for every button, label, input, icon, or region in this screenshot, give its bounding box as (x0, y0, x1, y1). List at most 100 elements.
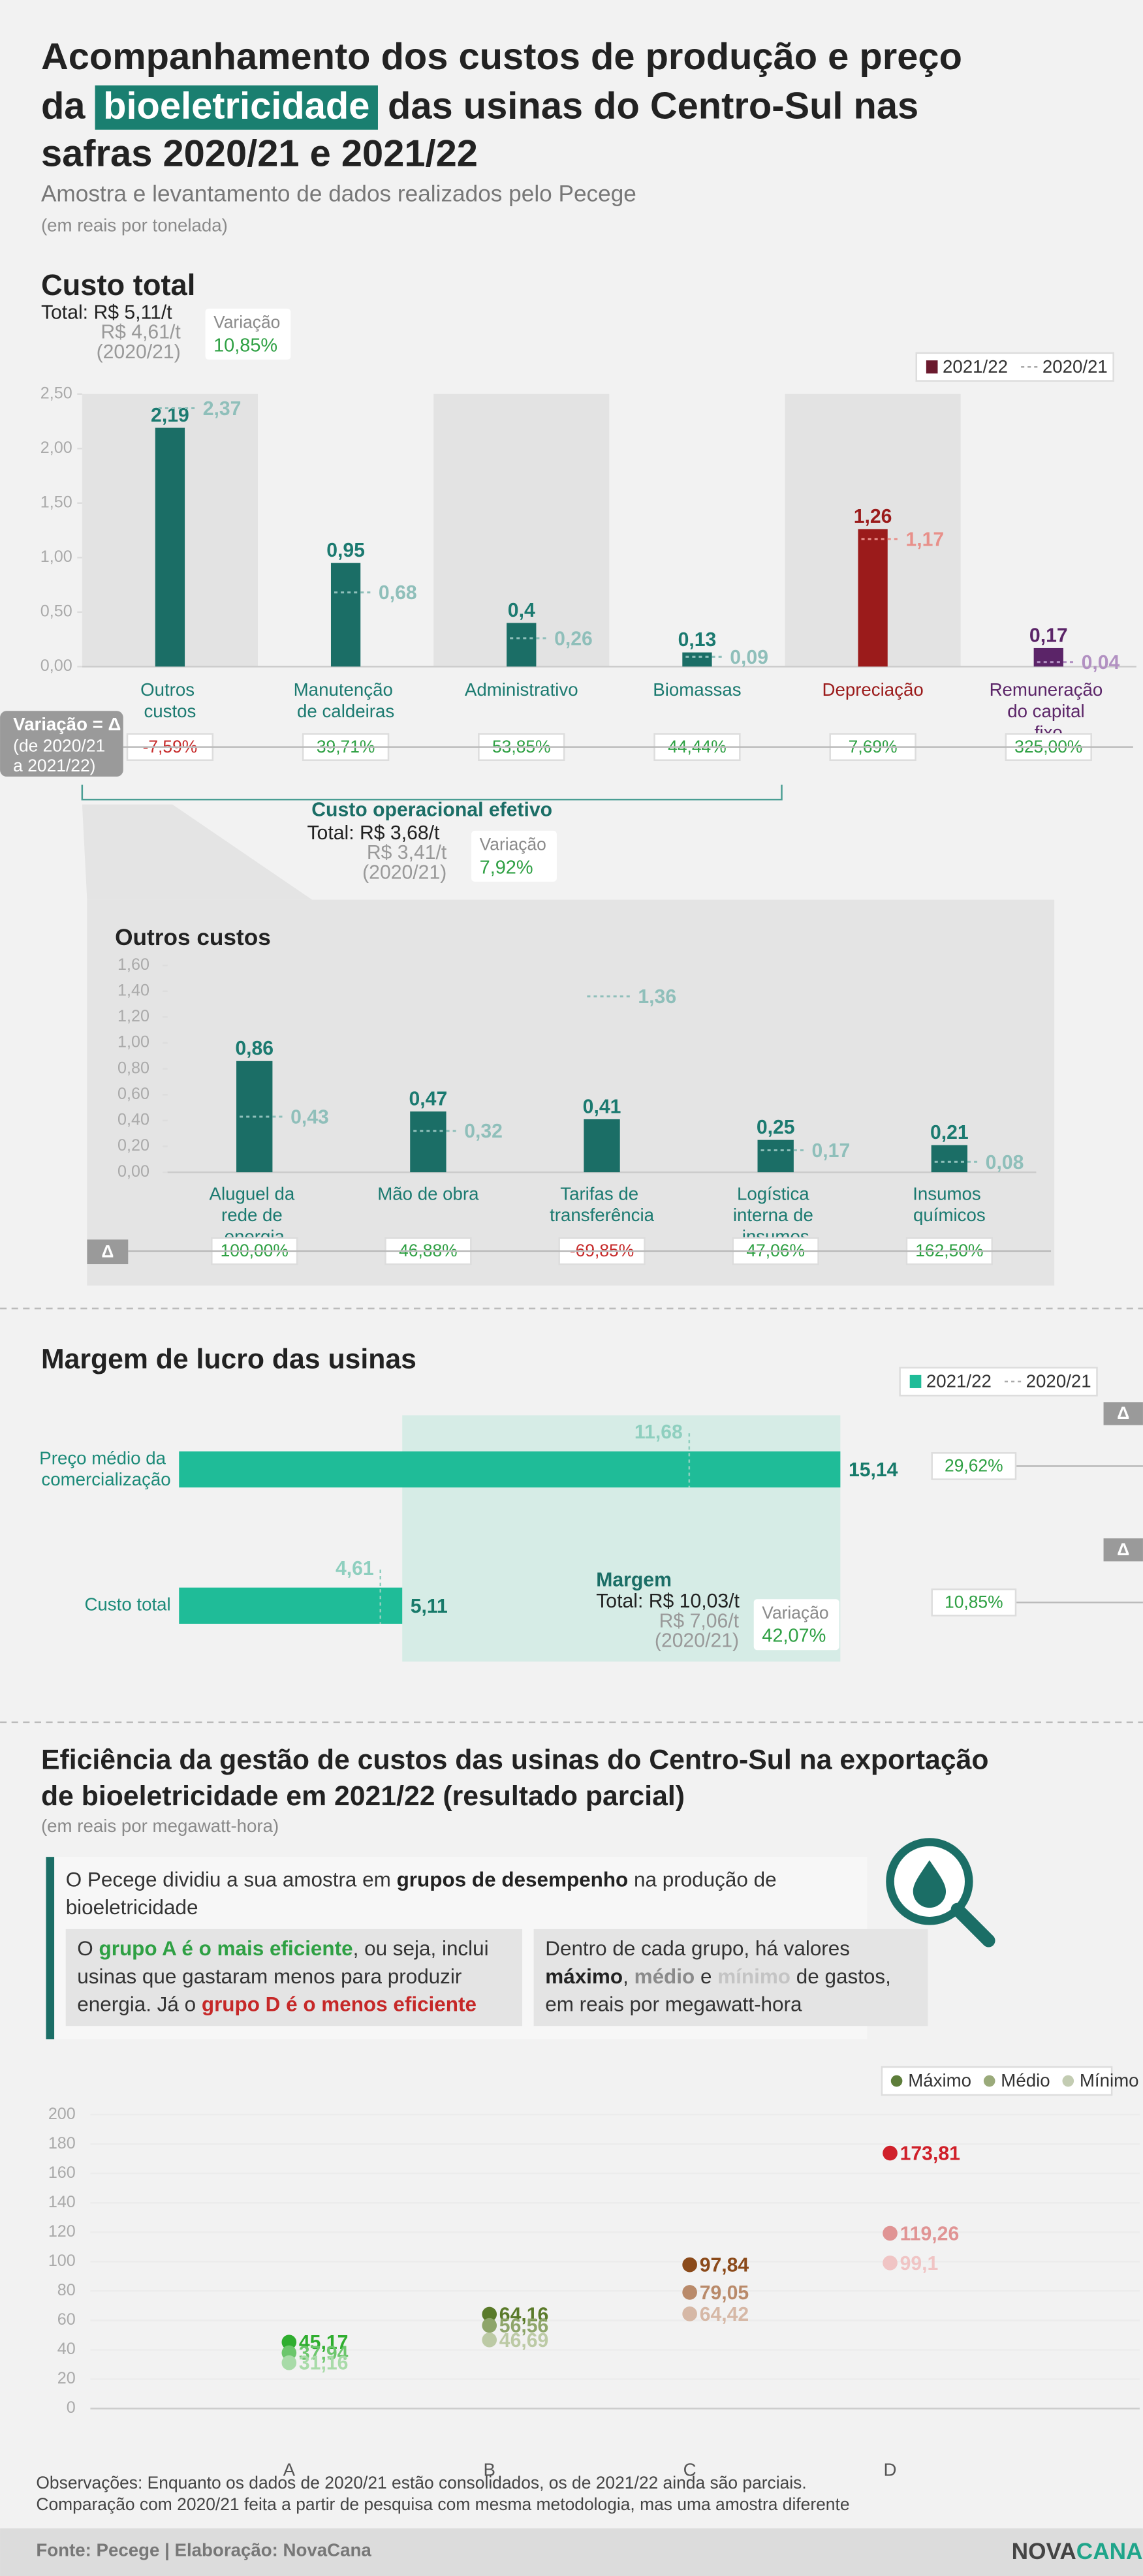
paragraph-text: Dentro de cada grupo, há valores máximo,… (545, 1936, 923, 2019)
delta-label-box (1103, 1538, 1143, 1562)
delta-box (931, 1452, 1017, 1480)
summary-previous: R$ 4,61/t (101, 322, 181, 343)
footer-source: Fonte: Pecege | Elaboração: NovaCana (36, 2540, 371, 2560)
summary-total: Total: R$ 3,68/t (307, 822, 440, 844)
text-run: Dentro de cada grupo, há valores (545, 1937, 851, 1961)
y-tick-label: 40 (57, 2340, 76, 2358)
dot (883, 2226, 898, 2241)
y-tick-label: 2,50 (40, 384, 72, 402)
bar-value-label: 5,11 (411, 1596, 448, 1617)
info-box-accent (46, 1857, 55, 2040)
previous-value-label: 0,68 (379, 582, 417, 604)
paragraph-text: O Pecege dividiu a sua amostra em grupos… (66, 1867, 813, 1923)
delta-label: Δ (1117, 1403, 1129, 1423)
bar (682, 652, 712, 667)
icon-handle (950, 1902, 995, 1948)
delta-label: Δ (1117, 1540, 1129, 1559)
dot-value-label: 119,26 (900, 2223, 960, 2244)
magnifier-icon (886, 1838, 995, 1948)
title: das usinas do Centro-Sul nas (388, 85, 918, 127)
previous-value-label: 0,09 (730, 647, 768, 668)
y-tick-label: 1,20 (117, 1007, 149, 1025)
bar (179, 1451, 841, 1488)
previous-value-label: 1,17 (905, 529, 944, 550)
previous-value-label: 0,32 (464, 1121, 503, 1142)
dot-value-label: 97,84 (700, 2255, 749, 2276)
text-run: O (77, 1937, 99, 1961)
info-subbox (533, 1929, 928, 2026)
legend-swatch (909, 1374, 922, 1388)
bar-value-label: 0,47 (409, 1088, 448, 1110)
variation-box (471, 830, 557, 882)
y-tick-label: 160 (48, 2164, 76, 2182)
variation-box (753, 1599, 839, 1651)
summary-period: (2020/21) (655, 1630, 739, 1652)
variation-value: 10,85% (213, 335, 277, 356)
text-run: grupos de desempenho (396, 1868, 629, 1891)
previous-value-label: 11,68 (634, 1421, 683, 1443)
dot (281, 2335, 297, 2350)
variation-label: Variação (213, 313, 280, 332)
subtotal-bracket (81, 784, 783, 801)
title: da (41, 85, 86, 127)
y-tick-label: 1,50 (40, 493, 72, 511)
y-tick-label: 1,60 (117, 955, 149, 974)
legend-label: 2021/22 (943, 356, 1008, 377)
bar-value-label: 2,19 (151, 405, 189, 426)
y-tick-label: 0,60 (117, 1085, 149, 1103)
x-tick-label: Tarifas de transferência (550, 1184, 654, 1226)
y-tick-label: 140 (48, 2193, 76, 2211)
x-tick-label: Insumos químicos (913, 1184, 986, 1226)
x-tick-label: Mão de obra (377, 1184, 479, 1204)
bar (330, 563, 361, 667)
dot (682, 2306, 697, 2321)
y-tick-label: 0 (67, 2398, 76, 2417)
footer-bar (0, 2528, 1143, 2576)
zoom-wedge (82, 804, 313, 900)
x-tick-label: Biomassas (653, 679, 741, 700)
dot-value-label: 64,16 (499, 2304, 549, 2325)
legend-label: Mínimo (1080, 2070, 1139, 2090)
section-title: Margem de lucro das usinas (41, 1344, 416, 1375)
summary-previous: R$ 7,06/t (659, 1610, 740, 1632)
variation-label: Variação (762, 1603, 828, 1622)
variation-box (205, 308, 291, 360)
bar (507, 623, 537, 667)
dot (482, 2306, 497, 2322)
dot-value-label: 79,05 (700, 2282, 749, 2304)
delta-box (931, 1588, 1017, 1617)
dot (682, 2285, 697, 2300)
variation-value: 7,92% (480, 857, 533, 878)
summary-period: (2020/21) (97, 341, 181, 363)
dot-value-label: 45,17 (299, 2332, 349, 2353)
dot-value-label: 37,94 (299, 2342, 349, 2364)
x-tick-label: Administrativo (465, 679, 578, 700)
legend-swatch (1062, 2075, 1074, 2087)
y-tick-label: 180 (48, 2134, 76, 2152)
dot-value-label: 56,56 (499, 2316, 549, 2337)
y-tick-label: 0,50 (40, 602, 72, 620)
bar-value-label: 15,14 (849, 1459, 898, 1481)
y-tick-label: 0,40 (117, 1111, 149, 1129)
icon-drop (913, 1860, 947, 1908)
y-tick-label: 0,00 (117, 1162, 149, 1181)
dot-value-label: 31,16 (299, 2353, 349, 2374)
bar-value-label: 0,13 (678, 629, 717, 651)
y-category-label: Preço médio da comercialização (39, 1448, 170, 1490)
x-tick-label: D (884, 2459, 897, 2479)
dot (482, 2332, 497, 2348)
bar (757, 1140, 794, 1173)
dot (281, 2355, 297, 2370)
delta-note: (de 2020/21 (13, 736, 105, 756)
x-tick-label: Remuneração do capital fixo (990, 679, 1108, 742)
y-tick-label: 0,20 (117, 1136, 149, 1155)
delta-label: Δ (101, 1241, 114, 1261)
y-tick-label: 120 (48, 2222, 76, 2241)
previous-value-label: 2,37 (203, 398, 242, 420)
delta-label-box (1103, 1402, 1143, 1425)
bar-value-label: 0,21 (930, 1122, 969, 1143)
delta-label: Variação = Δ (13, 714, 121, 734)
y-category-label: Custo total (84, 1594, 170, 1615)
legend-box (899, 1367, 1098, 1397)
